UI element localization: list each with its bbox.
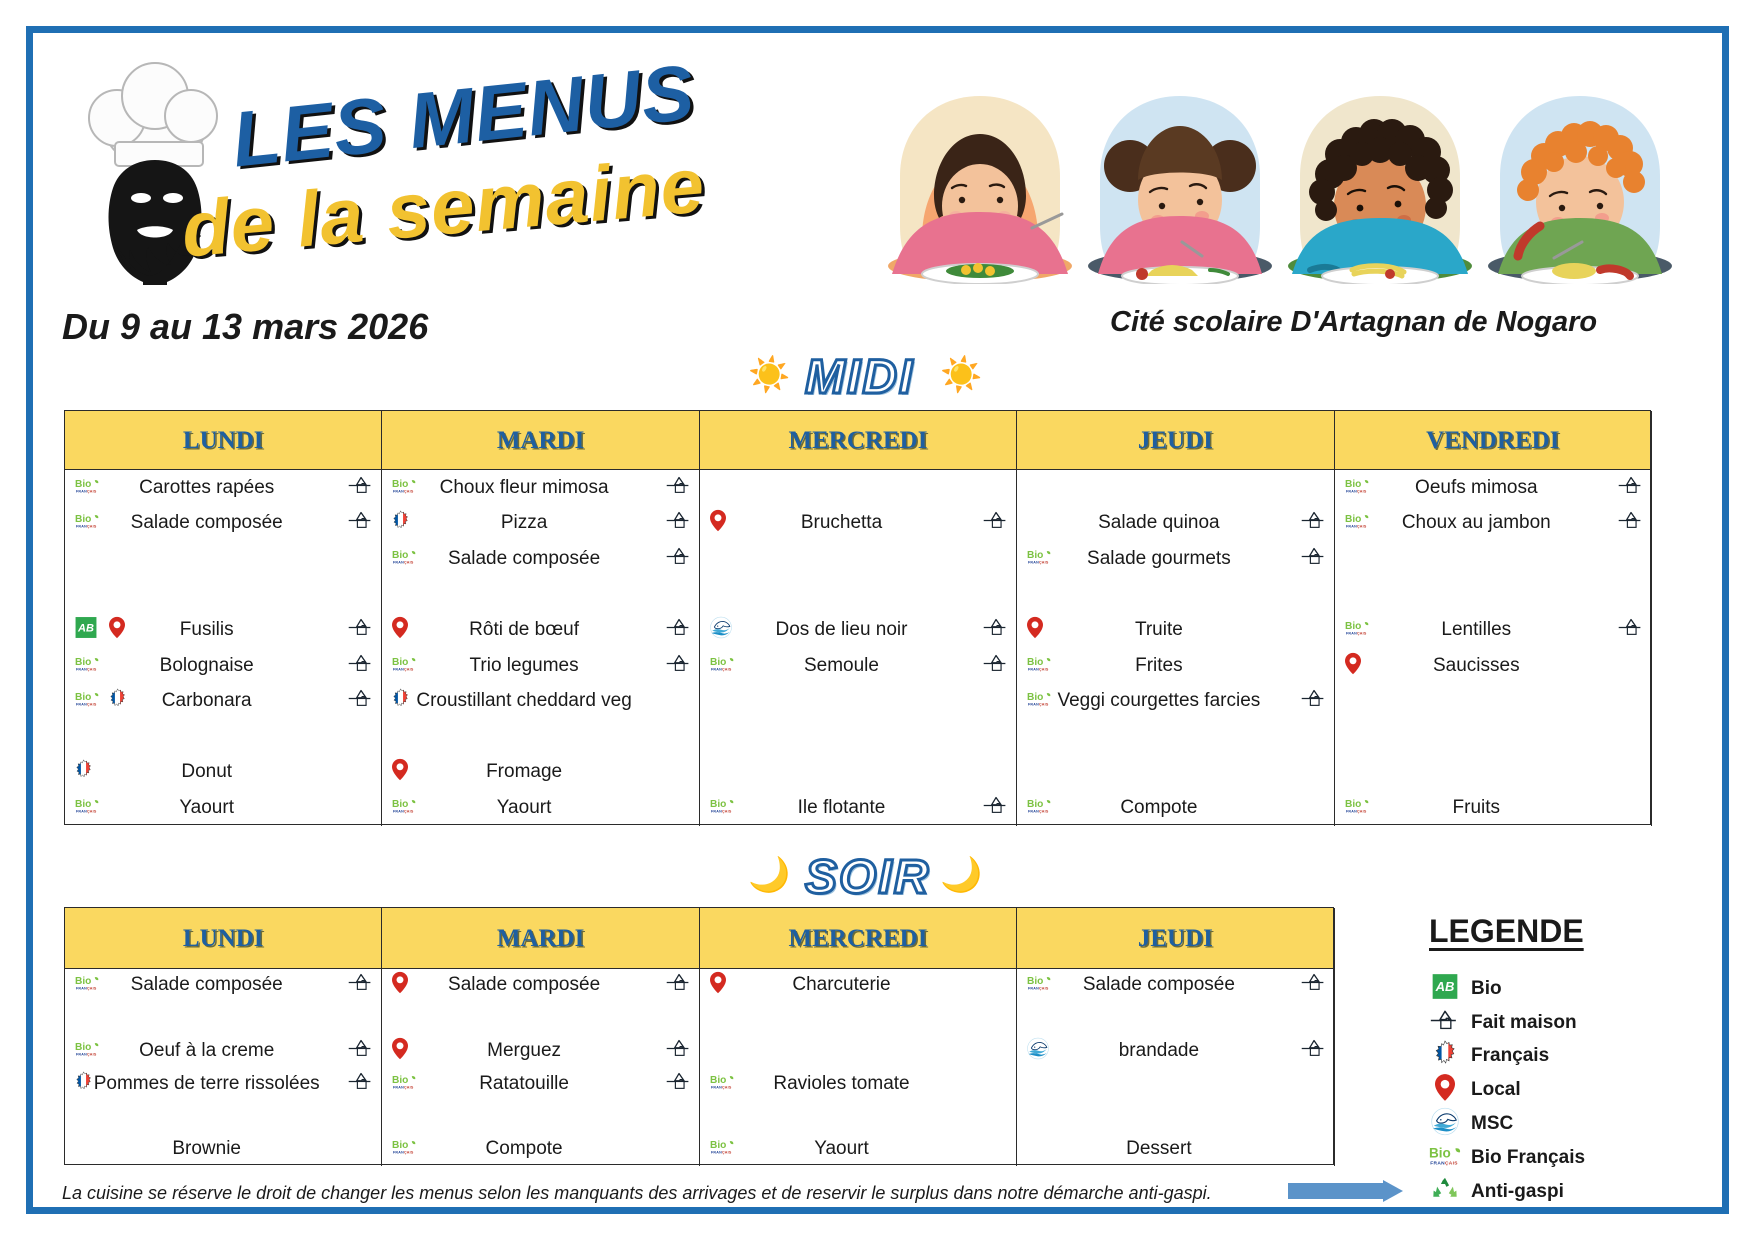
svg-text:AB: AB — [1435, 979, 1455, 994]
svg-text:Bio: Bio — [1429, 1145, 1451, 1160]
svg-text:FRANÇAIS: FRANÇAIS — [1430, 1160, 1458, 1166]
